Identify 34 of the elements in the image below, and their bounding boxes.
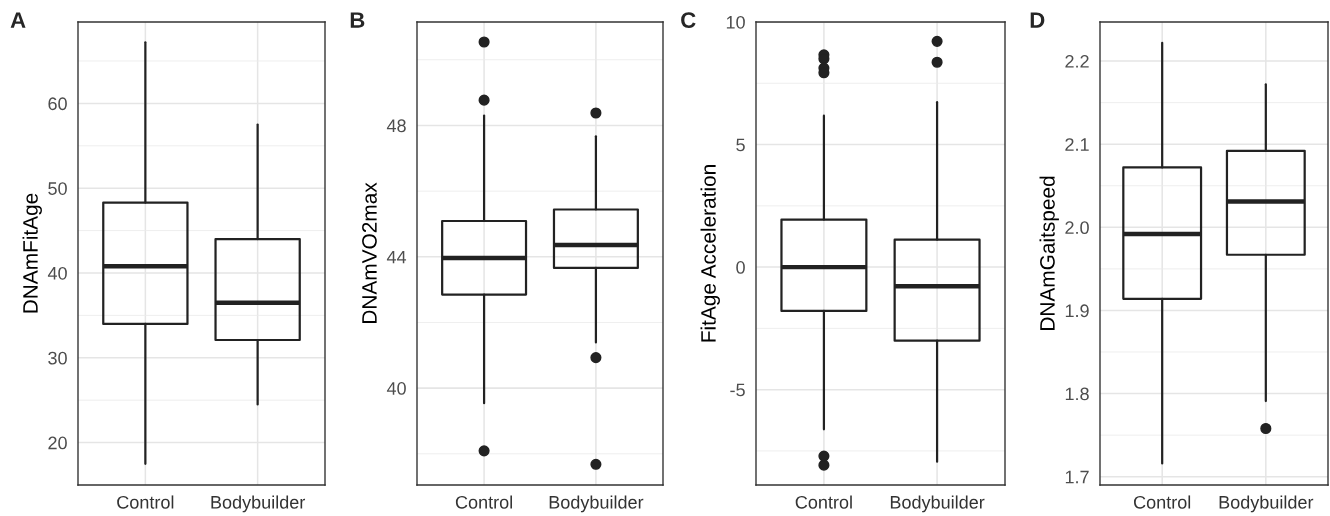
- chart-title: A: [10, 12, 26, 28]
- y-tick-label: 1.8: [1065, 387, 1089, 401]
- chart-title: B: [350, 12, 365, 28]
- y-axis-title: DNAmFitAge: [22, 193, 42, 313]
- x-tick-label: Control: [795, 495, 852, 509]
- y-tick-label: 48: [386, 119, 406, 133]
- y-tick-label: 20: [48, 436, 67, 450]
- y-tick-label: 44: [386, 250, 407, 264]
- y-axis-title: DNAmGaitspeed: [1039, 176, 1059, 330]
- y-tick-label: 1.9: [1065, 304, 1089, 318]
- y-tick-label: 0: [736, 261, 745, 274]
- y-tick-label: 30: [48, 351, 67, 365]
- y-tick-label: 5: [736, 138, 745, 152]
- y-tick-label: 1.7: [1065, 470, 1089, 484]
- y-tick-label: 40: [47, 266, 67, 280]
- y-tick-label: 40: [386, 382, 406, 395]
- chart-title: C: [681, 12, 696, 28]
- y-axis-title: DNAmVO2max: [362, 182, 377, 323]
- x-tick-label: Control: [117, 495, 174, 509]
- x-tick-label: Control: [455, 495, 512, 509]
- y-axis-title: FitAge Acceleration: [700, 165, 720, 342]
- x-tick-label: Bodybuilder: [1219, 495, 1314, 513]
- y-tick-label: 2.0: [1065, 221, 1089, 235]
- x-tick-label: Bodybuilder: [549, 495, 644, 513]
- y-tick-label: 2.2: [1065, 55, 1089, 68]
- y-tick-label: 2.1: [1065, 138, 1089, 151]
- chart-title: D: [1030, 12, 1045, 28]
- x-tick-label: Bodybuilder: [211, 495, 306, 513]
- x-tick-label: Bodybuilder: [890, 495, 985, 513]
- x-tick-label: Control: [1134, 495, 1191, 509]
- y-tick-label: -5: [730, 383, 745, 397]
- y-tick-label: 50: [48, 182, 67, 195]
- y-tick-label: 60: [48, 97, 67, 111]
- y-tick-label: 10: [726, 15, 745, 29]
